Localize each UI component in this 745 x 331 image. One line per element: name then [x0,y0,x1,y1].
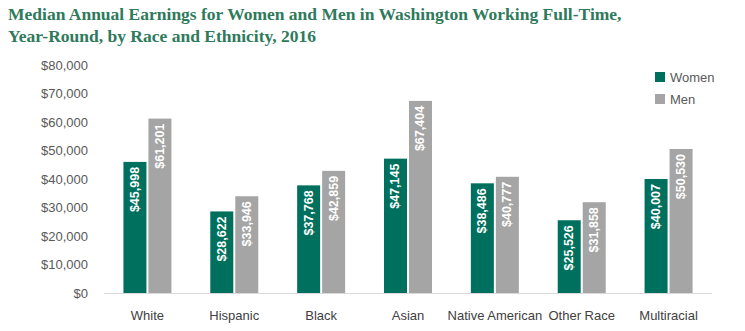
chart-container: Median Annual Earnings for Women and Men… [0,0,745,331]
y-tick-label: $0 [74,286,88,301]
data-label: $40,007 [649,184,663,229]
data-label: $37,768 [302,190,316,235]
bar [210,211,233,293]
bar [384,159,407,293]
y-tick-label: $60,000 [41,115,88,130]
bar [496,177,519,293]
data-label: $31,858 [587,207,601,252]
x-tick-label: Native American [448,308,543,323]
x-tick-label: Black [305,308,337,323]
bar [123,162,146,293]
title-line: Median Annual Earnings for Women and Men… [8,4,621,24]
legend-swatch [655,72,665,82]
bar [583,202,606,293]
data-label: $67,404 [414,106,428,151]
chart-svg: Median Annual Earnings for Women and Men… [0,0,745,331]
bar [645,179,668,293]
bar [558,220,581,293]
data-label: $42,859 [327,176,341,221]
bar [297,185,320,293]
data-label: $45,998 [128,167,142,212]
data-label: $25,526 [562,225,576,270]
y-tick-label: $40,000 [41,172,88,187]
bar [471,183,494,293]
bar [322,171,345,293]
y-tick-label: $50,000 [41,143,88,158]
data-label: $40,777 [500,182,514,227]
y-tick-label: $70,000 [41,86,88,101]
bar [235,196,258,293]
x-tick-label: Other Race [548,308,614,323]
bars [123,101,692,293]
legend-swatch [655,94,665,104]
x-tick-label: Multiracial [639,308,698,323]
legend-label: Men [670,92,695,107]
x-axis-line [104,293,712,294]
legend: Women Men [655,70,715,107]
chart-title: Median Annual Earnings for Women and Men… [8,4,621,46]
bar [148,119,171,293]
data-label: $28,622 [215,216,229,261]
y-tick-label: $10,000 [41,257,88,272]
y-tick-label: $20,000 [41,229,88,244]
x-tick-label: White [131,308,164,323]
title-line: Year-Round, by Race and Ethnicity, 2016 [8,26,316,46]
bar [409,101,432,293]
y-tick-label: $80,000 [41,58,88,73]
x-tick-label: Asian [392,308,425,323]
x-tick-label: Hispanic [209,308,259,323]
y-tick-label: $30,000 [41,200,88,215]
bar [670,149,693,293]
data-labels: $45,998 $28,622 $37,768 $47,145 $38,486 $25,5… [128,106,688,271]
legend-label: Women [670,70,715,85]
data-label: $50,530 [674,154,688,199]
data-label: $38,486 [475,188,489,233]
data-label: $47,145 [389,164,403,209]
data-label: $61,201 [153,124,167,169]
data-label: $33,946 [240,201,254,246]
